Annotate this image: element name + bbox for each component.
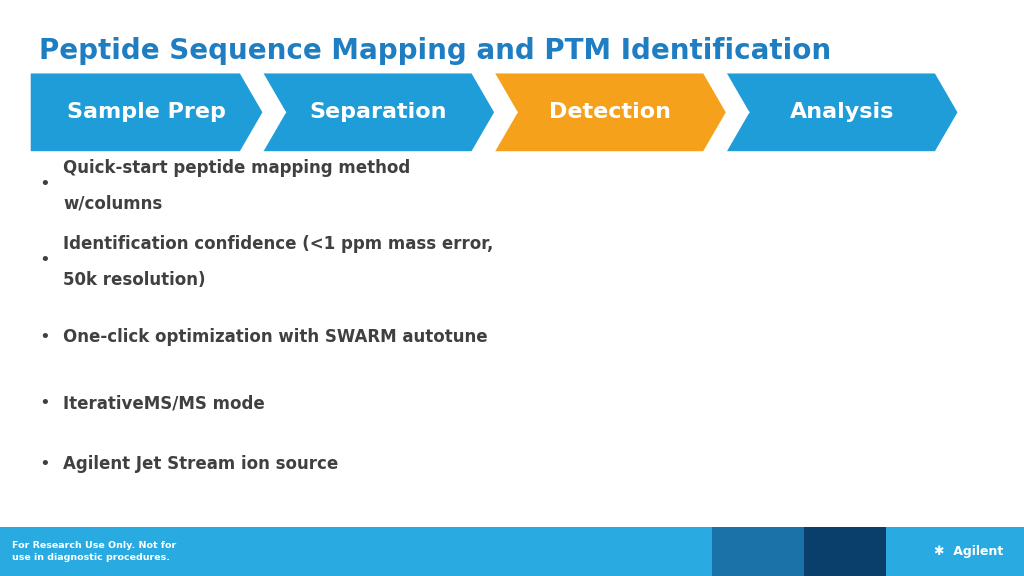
Text: Agilent Jet Stream ion source: Agilent Jet Stream ion source [63,454,339,473]
Bar [0,527,712,576]
Text: Detection: Detection [549,103,671,122]
Text: Separation: Separation [309,103,447,122]
Text: •: • [39,251,49,270]
Text: •: • [39,328,49,346]
Polygon shape [262,73,494,151]
Bar [804,527,886,576]
Text: •: • [39,394,49,412]
Text: Analysis: Analysis [790,103,894,122]
Text: One-click optimization with SWARM autotune: One-click optimization with SWARM autotu… [63,328,488,346]
Text: IterativeMS/MS mode: IterativeMS/MS mode [63,394,265,412]
Polygon shape [495,73,726,151]
Text: Quick-start peptide mapping method: Quick-start peptide mapping method [63,159,411,177]
Text: w/columns: w/columns [63,195,163,213]
Text: 50k resolution): 50k resolution) [63,271,206,289]
Text: •: • [39,454,49,473]
Text: For Research Use Only. Not for
use in diagnostic procedures.: For Research Use Only. Not for use in di… [12,541,176,562]
Polygon shape [726,73,957,151]
Polygon shape [31,73,262,151]
Bar [886,527,1024,576]
Text: ✱  Agilent: ✱ Agilent [934,545,1004,558]
Text: Sample Prep: Sample Prep [68,103,226,122]
Text: •: • [39,175,49,194]
Bar [712,527,804,576]
Text: Identification confidence (<1 ppm mass error,: Identification confidence (<1 ppm mass e… [63,235,494,253]
Text: Peptide Sequence Mapping and PTM Identification: Peptide Sequence Mapping and PTM Identif… [39,37,831,66]
